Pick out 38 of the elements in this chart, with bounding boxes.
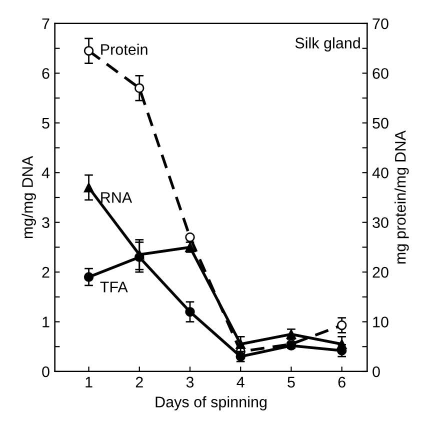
series-label: TFA (100, 282, 128, 292)
y2-tick-label: 30 (372, 217, 388, 228)
y-tick-label: 6 (42, 68, 50, 79)
point (134, 83, 144, 93)
x-tick-label: 3 (186, 376, 194, 388)
y2-tick-label: 10 (373, 316, 388, 328)
point (84, 272, 94, 282)
point (84, 182, 94, 192)
y-tick-label: 4 (42, 168, 50, 178)
x-tick-label: 2 (136, 376, 143, 388)
annotation: Silk gland (295, 37, 360, 52)
y-tick-label: 7 (42, 18, 50, 30)
y-tick-label: 2 (42, 266, 50, 278)
y2-tick-label: 40 (372, 168, 388, 178)
y-tick-label: 3 (42, 217, 50, 228)
y2-tick-label: 20 (372, 266, 388, 278)
y2-tick-label: 0 (372, 366, 380, 378)
y2-tick-label: 60 (372, 68, 388, 79)
x-tick-label: 6 (338, 376, 346, 388)
x-tick-label: 4 (236, 376, 244, 388)
y2-axis-title: mg protein/mg DNA (394, 130, 409, 264)
point (84, 46, 94, 56)
point (185, 232, 195, 242)
y-axis-title: mg/mg DNA (22, 156, 36, 238)
x-tick-label: 5 (288, 376, 295, 388)
point (236, 339, 246, 350)
x-axis-title: Days of spinning (156, 396, 266, 410)
point (134, 252, 144, 262)
point (336, 320, 347, 330)
series-label: Protein (101, 44, 148, 55)
point (185, 306, 195, 317)
y-tick-label: 5 (42, 118, 50, 129)
y-tick-label: 0 (42, 366, 50, 378)
x-tick-label: 1 (86, 376, 92, 388)
y2-tick-label: 50 (372, 118, 388, 129)
series-label: RNA (101, 192, 132, 203)
y-tick-label: 1 (42, 316, 50, 328)
y2-tick-label: 70 (372, 18, 388, 30)
